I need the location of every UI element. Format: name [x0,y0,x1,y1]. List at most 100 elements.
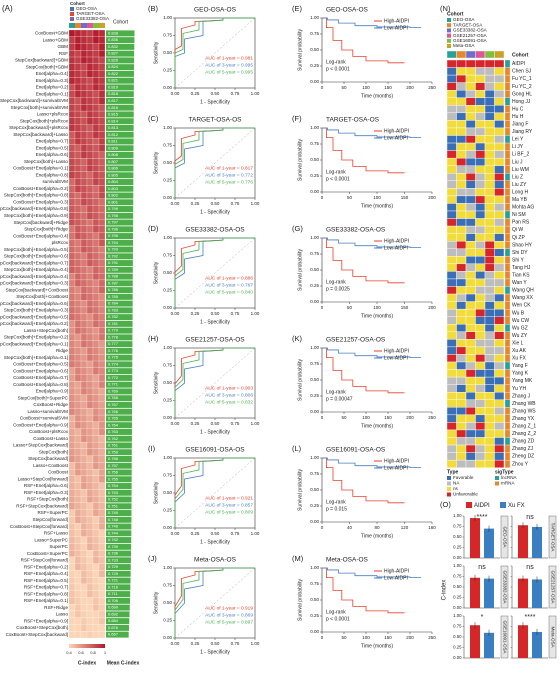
x-tick-label: 1.00 [251,311,260,316]
mean-bar [106,233,134,240]
scale-tick-label: 0.8 [90,650,96,655]
x-tick-label: 0.50 [211,311,220,316]
auc-label: AUC of 3-year = 0.772 [205,172,253,178]
heat-cell [80,110,88,118]
mean-value: 0.755 [108,476,119,481]
heat-cell [86,387,94,395]
heat-cell [92,577,100,585]
grid-cell [456,452,467,461]
grid-cell [475,392,486,400]
grid-cell [446,286,457,295]
y-axis-label: Sensitivity [153,371,159,394]
heat-cell [80,529,88,537]
grid-cell [456,59,467,68]
model-name: RSF+StepCox[both] [27,497,68,502]
sigtype-cell [504,233,511,242]
heat-cell [98,104,106,112]
grid-cell [475,429,486,438]
grid-cell [484,74,495,83]
heat-cell [80,165,88,172]
heat-cell [68,117,76,125]
heat-cell [98,29,106,37]
heat-cell [68,286,76,294]
log-rank-label: Log-rank [326,499,346,505]
heat-cell [98,374,106,382]
legend-entry: TARGET-OSA [453,22,483,27]
grid-cell [484,278,495,287]
heat-cell [86,252,94,260]
auc-label: AUC of 5-year = 0.776 [205,179,253,185]
sigtype-cell [504,67,511,76]
grid-cell [475,210,486,219]
heat-cell [74,36,82,44]
grid-cell [475,157,486,166]
heat-cell [80,536,88,544]
mean-value: 0.815 [108,112,119,117]
mean-value: 0.736 [108,551,119,556]
y-tick-label: 0.50 [163,380,172,385]
heat-cell [68,266,76,274]
grid-cell [484,271,495,280]
heat-cell [68,577,76,585]
grid-cell [475,225,486,234]
grid-cell [475,112,486,121]
heat-cell [92,320,100,328]
grid-cell [484,127,495,136]
heat-cell [86,90,94,98]
x-axis-label: Time (months) [361,643,393,649]
y-tick-label: 0.25 [163,618,172,623]
grid-cell [465,74,476,83]
model-name: Enet[alpha=0.2] [36,85,68,90]
heat-cell [92,77,100,85]
grid-cell [446,331,457,340]
legend-entry: TARGET-OSA [76,11,105,16]
heat-cell [68,124,76,132]
heat-cell [74,171,82,179]
heat-cell [74,320,82,328]
heat-cell [98,482,106,490]
heat-cell [92,300,100,308]
model-name: StepCox[backward]+Enet[alpha=0.8] [0,206,68,211]
heat-cell [68,543,76,551]
grid-cell [456,384,467,393]
grid-cell [484,437,495,446]
sigtype-cell [504,346,511,355]
x-tick-label: 0.25 [191,531,200,536]
heat-cell [92,97,100,105]
grid-cell [475,105,486,114]
heat-cell [80,489,88,497]
y-axis-label: Sensitivity [153,261,159,284]
heat-cell [68,110,76,118]
heat-cell [74,110,82,118]
grid-cell [484,301,495,310]
y-tick-label: 0.75 [163,253,172,258]
significance: * [481,614,484,621]
x-tick-label: 0.25 [191,201,200,206]
sigtype-cell [504,263,511,272]
grid-cell [475,240,486,249]
grid-cell [456,407,467,416]
y-tick-label: 0.00 [163,525,172,530]
mean-value: 0.824 [108,64,119,69]
heat-cell [86,36,94,44]
grid-cell [465,82,476,91]
x-tick-label: 1.00 [251,421,260,426]
heat-cell [98,246,106,254]
grid-cell [465,346,476,355]
grid-cell [475,437,486,446]
grid-cell [465,369,476,378]
grid-cell [484,459,495,468]
heat-cell [80,50,88,58]
cohort-strip [75,23,81,28]
mean-bar [106,260,133,267]
heat-cell [86,313,94,321]
mean-bar [106,158,134,165]
grid-cell [494,308,505,317]
grid-cell [465,203,476,212]
grid-cell [484,392,495,400]
mean-value: 0.742 [108,537,119,542]
sigtype-cell [504,339,511,348]
grid-cell [465,112,476,121]
auc-label: AUC of 1-year = 0.919 [205,605,253,611]
mean-bar [106,145,134,152]
